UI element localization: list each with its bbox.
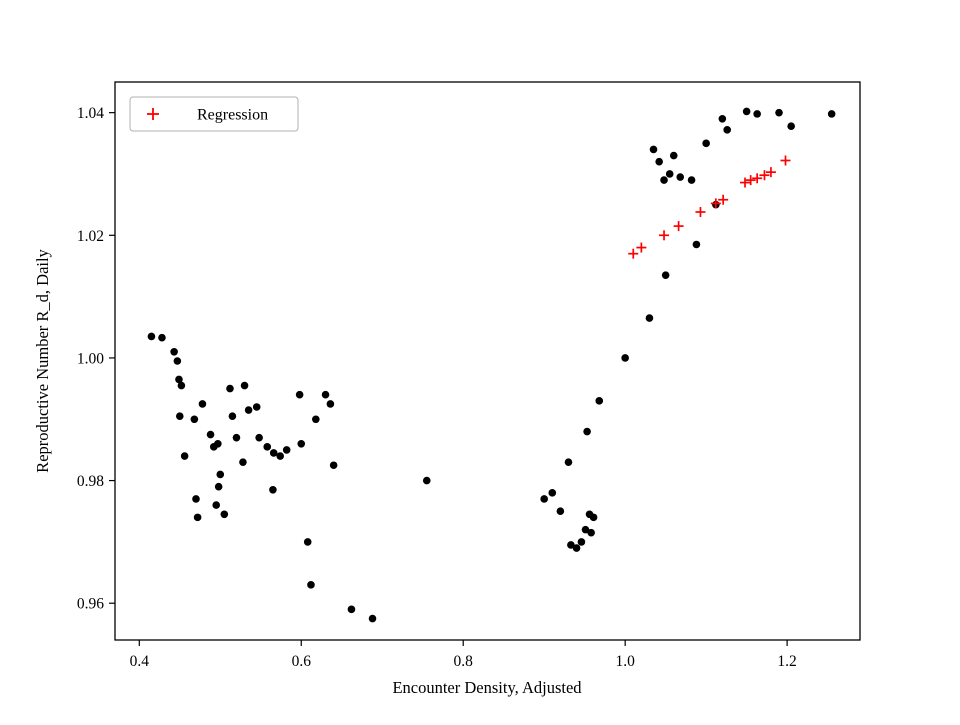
data-point: [269, 449, 278, 457]
data-point: [214, 482, 223, 491]
scatter-points: [147, 107, 836, 623]
data-point: [649, 145, 658, 154]
data-point: [567, 541, 575, 549]
data-point: [175, 375, 183, 384]
data-point: [787, 122, 795, 130]
data-point: [297, 439, 306, 448]
data-point: [173, 357, 182, 365]
x-axis-label: Encounter Density, Adjusted: [392, 678, 582, 697]
data-point: [198, 400, 207, 408]
data-point: [244, 406, 253, 414]
x-tick-label: 0.8: [454, 653, 474, 670]
data-point: [645, 314, 654, 322]
data-point: [422, 476, 431, 485]
data-point: [312, 415, 320, 424]
data-point: [753, 110, 761, 118]
data-point: [226, 384, 234, 393]
data-point: [220, 510, 229, 519]
y-tick-label: 1.00: [77, 350, 104, 367]
y-tick-label: 0.98: [77, 473, 104, 490]
data-point: [702, 139, 710, 148]
data-point: [595, 397, 604, 405]
data-point: [827, 110, 836, 118]
y-tick-label: 1.02: [77, 228, 104, 245]
data-point: [206, 430, 215, 439]
plot-border: [114, 81, 861, 641]
data-point: [263, 443, 272, 451]
data-point: [581, 525, 590, 534]
x-tick-label: 0.6: [292, 653, 312, 670]
data-point: [147, 332, 156, 341]
data-point: [228, 412, 237, 420]
data-point: [587, 528, 595, 537]
data-point: [193, 513, 202, 522]
data-point: [742, 107, 751, 116]
data-point: [216, 470, 225, 479]
data-point: [175, 412, 184, 420]
x-tick-label: 1.0: [615, 653, 635, 670]
regression-points: [628, 155, 791, 259]
data-point: [718, 114, 727, 123]
data-point: [548, 489, 557, 497]
data-point: [621, 354, 629, 362]
data-point: [212, 501, 221, 509]
regression-legend-marker-icon: [147, 108, 159, 120]
data-point: [240, 381, 249, 390]
data-point: [347, 605, 356, 614]
y-tick-label: 0.96: [77, 596, 104, 613]
data-point: [669, 151, 678, 160]
data-point: [307, 581, 315, 589]
x-tick-label: 1.2: [777, 653, 796, 670]
data-point: [692, 240, 701, 249]
data-point: [269, 485, 277, 494]
legend: Regression: [129, 96, 299, 132]
data-point: [214, 439, 222, 448]
data-point: [180, 452, 189, 460]
data-point: [556, 507, 565, 516]
plot-content: 0.4 0.6 0.8 1.0 1.2 0.96 0.98 1.00 1.02 1.04: [77, 105, 836, 670]
data-point: [676, 173, 685, 181]
data-point: [583, 427, 591, 436]
data-point: [239, 458, 247, 466]
data-point: [192, 495, 200, 503]
data-point: [368, 614, 377, 623]
y-axis-label: Reproductive Number R_d, Daily: [33, 248, 52, 472]
data-point: [276, 452, 284, 460]
data-point: [589, 513, 598, 522]
data-point: [158, 333, 166, 342]
legend-box: [129, 96, 299, 132]
data-point: [660, 176, 668, 184]
legend-label-regression: Regression: [197, 107, 268, 124]
data-point: [177, 381, 186, 390]
data-point: [282, 446, 291, 454]
data-point: [303, 538, 312, 546]
data-point: [564, 458, 573, 466]
data-point: [170, 348, 178, 356]
data-point: [540, 495, 548, 503]
data-point: [661, 271, 670, 279]
data-point: [190, 415, 199, 424]
data-point: [232, 433, 241, 442]
data-point: [295, 390, 304, 399]
data-point: [329, 461, 338, 470]
data-point: [775, 108, 783, 117]
data-point: [655, 157, 663, 166]
data-point: [321, 390, 330, 399]
y-tick-label: 1.04: [77, 105, 104, 122]
data-point: [326, 400, 335, 408]
data-point: [577, 538, 586, 546]
data-point: [255, 433, 263, 442]
data-point: [665, 170, 674, 178]
data-point: [687, 176, 696, 184]
data-point: [252, 403, 261, 411]
data-point: [572, 544, 581, 552]
data-point: [723, 126, 731, 134]
x-tick-label: 0.4: [130, 653, 150, 670]
